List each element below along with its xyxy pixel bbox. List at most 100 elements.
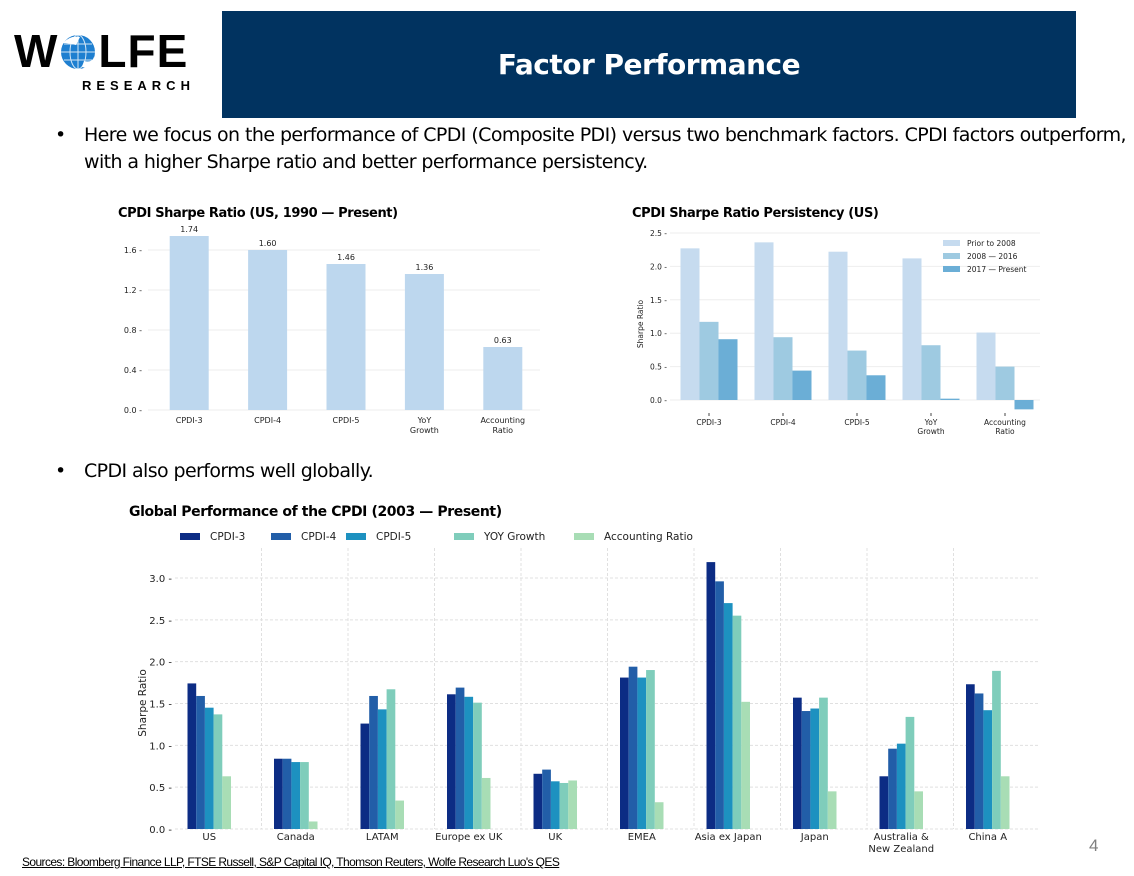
legend-swatch <box>943 266 960 272</box>
bar-2008-2016 <box>921 345 941 400</box>
bar-cpdi-5 <box>896 743 906 829</box>
bar-2008-2016 <box>773 337 793 400</box>
wolfe-research-logo: W LFE RESEARCH <box>14 28 204 94</box>
bar-cpdi-3 <box>706 562 716 829</box>
page-title: Factor Performance <box>497 48 801 81</box>
bar-2017-present <box>940 398 960 400</box>
data-label: 1.46 <box>337 253 355 262</box>
bar-yoy-growth <box>732 615 742 829</box>
bar-cpdi-4 <box>801 711 811 829</box>
legend-label: CPDI-5 <box>376 531 411 543</box>
legend-swatch <box>943 253 960 259</box>
bar <box>326 264 366 410</box>
logo-wordmark: W LFE <box>14 28 188 74</box>
y-tick-label: 0.4 - <box>124 366 142 375</box>
bar-prior-to-2008 <box>828 251 848 400</box>
bar-accounting-ratio <box>395 800 404 829</box>
x-tick-label: EMEA <box>628 832 656 843</box>
bar-cpdi-5 <box>204 707 214 829</box>
legend-swatch <box>943 240 960 246</box>
bar-cpdi-4 <box>888 748 897 829</box>
bar-yoy-growth <box>386 689 396 829</box>
bar-cpdi-3 <box>966 684 975 829</box>
x-tick-label: Accounting Ratio <box>480 416 525 435</box>
x-tick-label: CPDI-3 <box>696 418 721 427</box>
x-tick-label: CPDI-5 <box>333 416 360 425</box>
legend-label: YOY Growth <box>483 531 545 543</box>
bar-yoy-growth <box>905 716 915 829</box>
y-tick-label: 1.5 - <box>149 700 172 711</box>
sources-link[interactable]: Sources: Bloomberg Finance LLP, FTSE Rus… <box>22 855 560 869</box>
legend-label: Accounting Ratio <box>604 531 693 543</box>
y-tick-label: 1.0 - <box>149 741 172 752</box>
bar-accounting-ratio <box>308 821 318 829</box>
bar-cpdi-4 <box>282 758 292 829</box>
y-tick-label: 3.0 - <box>149 574 172 585</box>
y-tick-label: 2.5 - <box>149 616 172 627</box>
bar-cpdi-3 <box>879 776 889 829</box>
y-tick-label: 1.0 - <box>650 329 667 338</box>
bar-cpdi-5 <box>723 603 733 829</box>
x-tick-label: LATAM <box>366 832 399 843</box>
y-axis-label: Sharpe Ratio <box>137 669 149 737</box>
bar-accounting-ratio <box>827 791 837 829</box>
legend-label: 2008 — 2016 <box>967 252 1018 261</box>
bar-cpdi-5 <box>464 696 474 829</box>
legend-swatch <box>454 533 474 540</box>
legend-label: CPDI-4 <box>301 531 337 543</box>
bar-cpdi-4 <box>542 769 551 829</box>
legend-label: 2017 — Present <box>967 265 1027 274</box>
x-tick-label: CPDI-4 <box>254 416 281 425</box>
chart3-title: Global Performance of the CPDI (2003 — P… <box>129 504 502 520</box>
bar-cpdi-5 <box>810 708 820 829</box>
x-tick-label: Europe ex UK <box>435 832 503 843</box>
bar-cpdi-5 <box>377 709 387 829</box>
y-tick-label: 0.8 - <box>124 326 142 335</box>
bar-2017-present <box>1014 400 1034 410</box>
legend-label: CPDI-3 <box>210 531 245 543</box>
y-tick-label: 0.0 - <box>124 406 142 415</box>
y-tick-label: 2.5 - <box>650 229 667 238</box>
y-tick-label: 2.0 - <box>149 658 172 669</box>
bar-prior-to-2008 <box>976 332 996 400</box>
bar <box>404 274 444 410</box>
legend-swatch <box>180 533 200 540</box>
x-tick-label: Asia ex Japan <box>695 832 762 843</box>
bar-cpdi-4 <box>455 687 465 829</box>
bar-yoy-growth <box>646 670 655 829</box>
bar-accounting-ratio <box>654 802 664 829</box>
logo-letter-w: W <box>14 25 59 77</box>
bar-cpdi-3 <box>274 758 283 829</box>
bar-prior-to-2008 <box>754 242 774 400</box>
bar-cpdi-4 <box>628 666 638 829</box>
bullet-text: Here we focus on the performance of CPDI… <box>84 124 1127 173</box>
bar-cpdi-5 <box>291 762 301 829</box>
globe-icon <box>61 34 95 70</box>
bar-cpdi-5 <box>637 677 647 829</box>
bar-accounting-ratio <box>222 776 231 829</box>
bar-cpdi-3 <box>620 677 629 829</box>
y-tick-label: 0.5 - <box>650 363 667 372</box>
y-tick-label: 2.0 - <box>650 262 667 271</box>
bar-cpdi-3 <box>533 773 543 829</box>
bar-accounting-ratio <box>914 791 923 829</box>
bar-2008-2016 <box>847 350 867 400</box>
x-tick-label: YoY Growth <box>917 418 944 436</box>
x-tick-label: UK <box>548 832 562 843</box>
bar-cpdi-4 <box>196 695 205 829</box>
bar-2017-present <box>718 339 738 400</box>
bar-cpdi-5 <box>550 781 560 829</box>
x-tick-label: CPDI-4 <box>770 418 795 427</box>
bar-accounting-ratio <box>481 777 491 829</box>
page-number: 4 <box>1089 836 1099 855</box>
bar-accounting-ratio <box>741 701 750 829</box>
y-tick-label: 1.5 - <box>650 296 667 305</box>
bar-cpdi-3 <box>360 723 370 829</box>
bar-cpdi-4 <box>974 693 984 829</box>
bar <box>483 347 523 410</box>
bar-yoy-growth <box>559 782 569 829</box>
bar-accounting-ratio <box>568 780 577 829</box>
bar-cpdi-3 <box>187 683 197 829</box>
y-tick-label: 1.6 - <box>124 246 142 255</box>
